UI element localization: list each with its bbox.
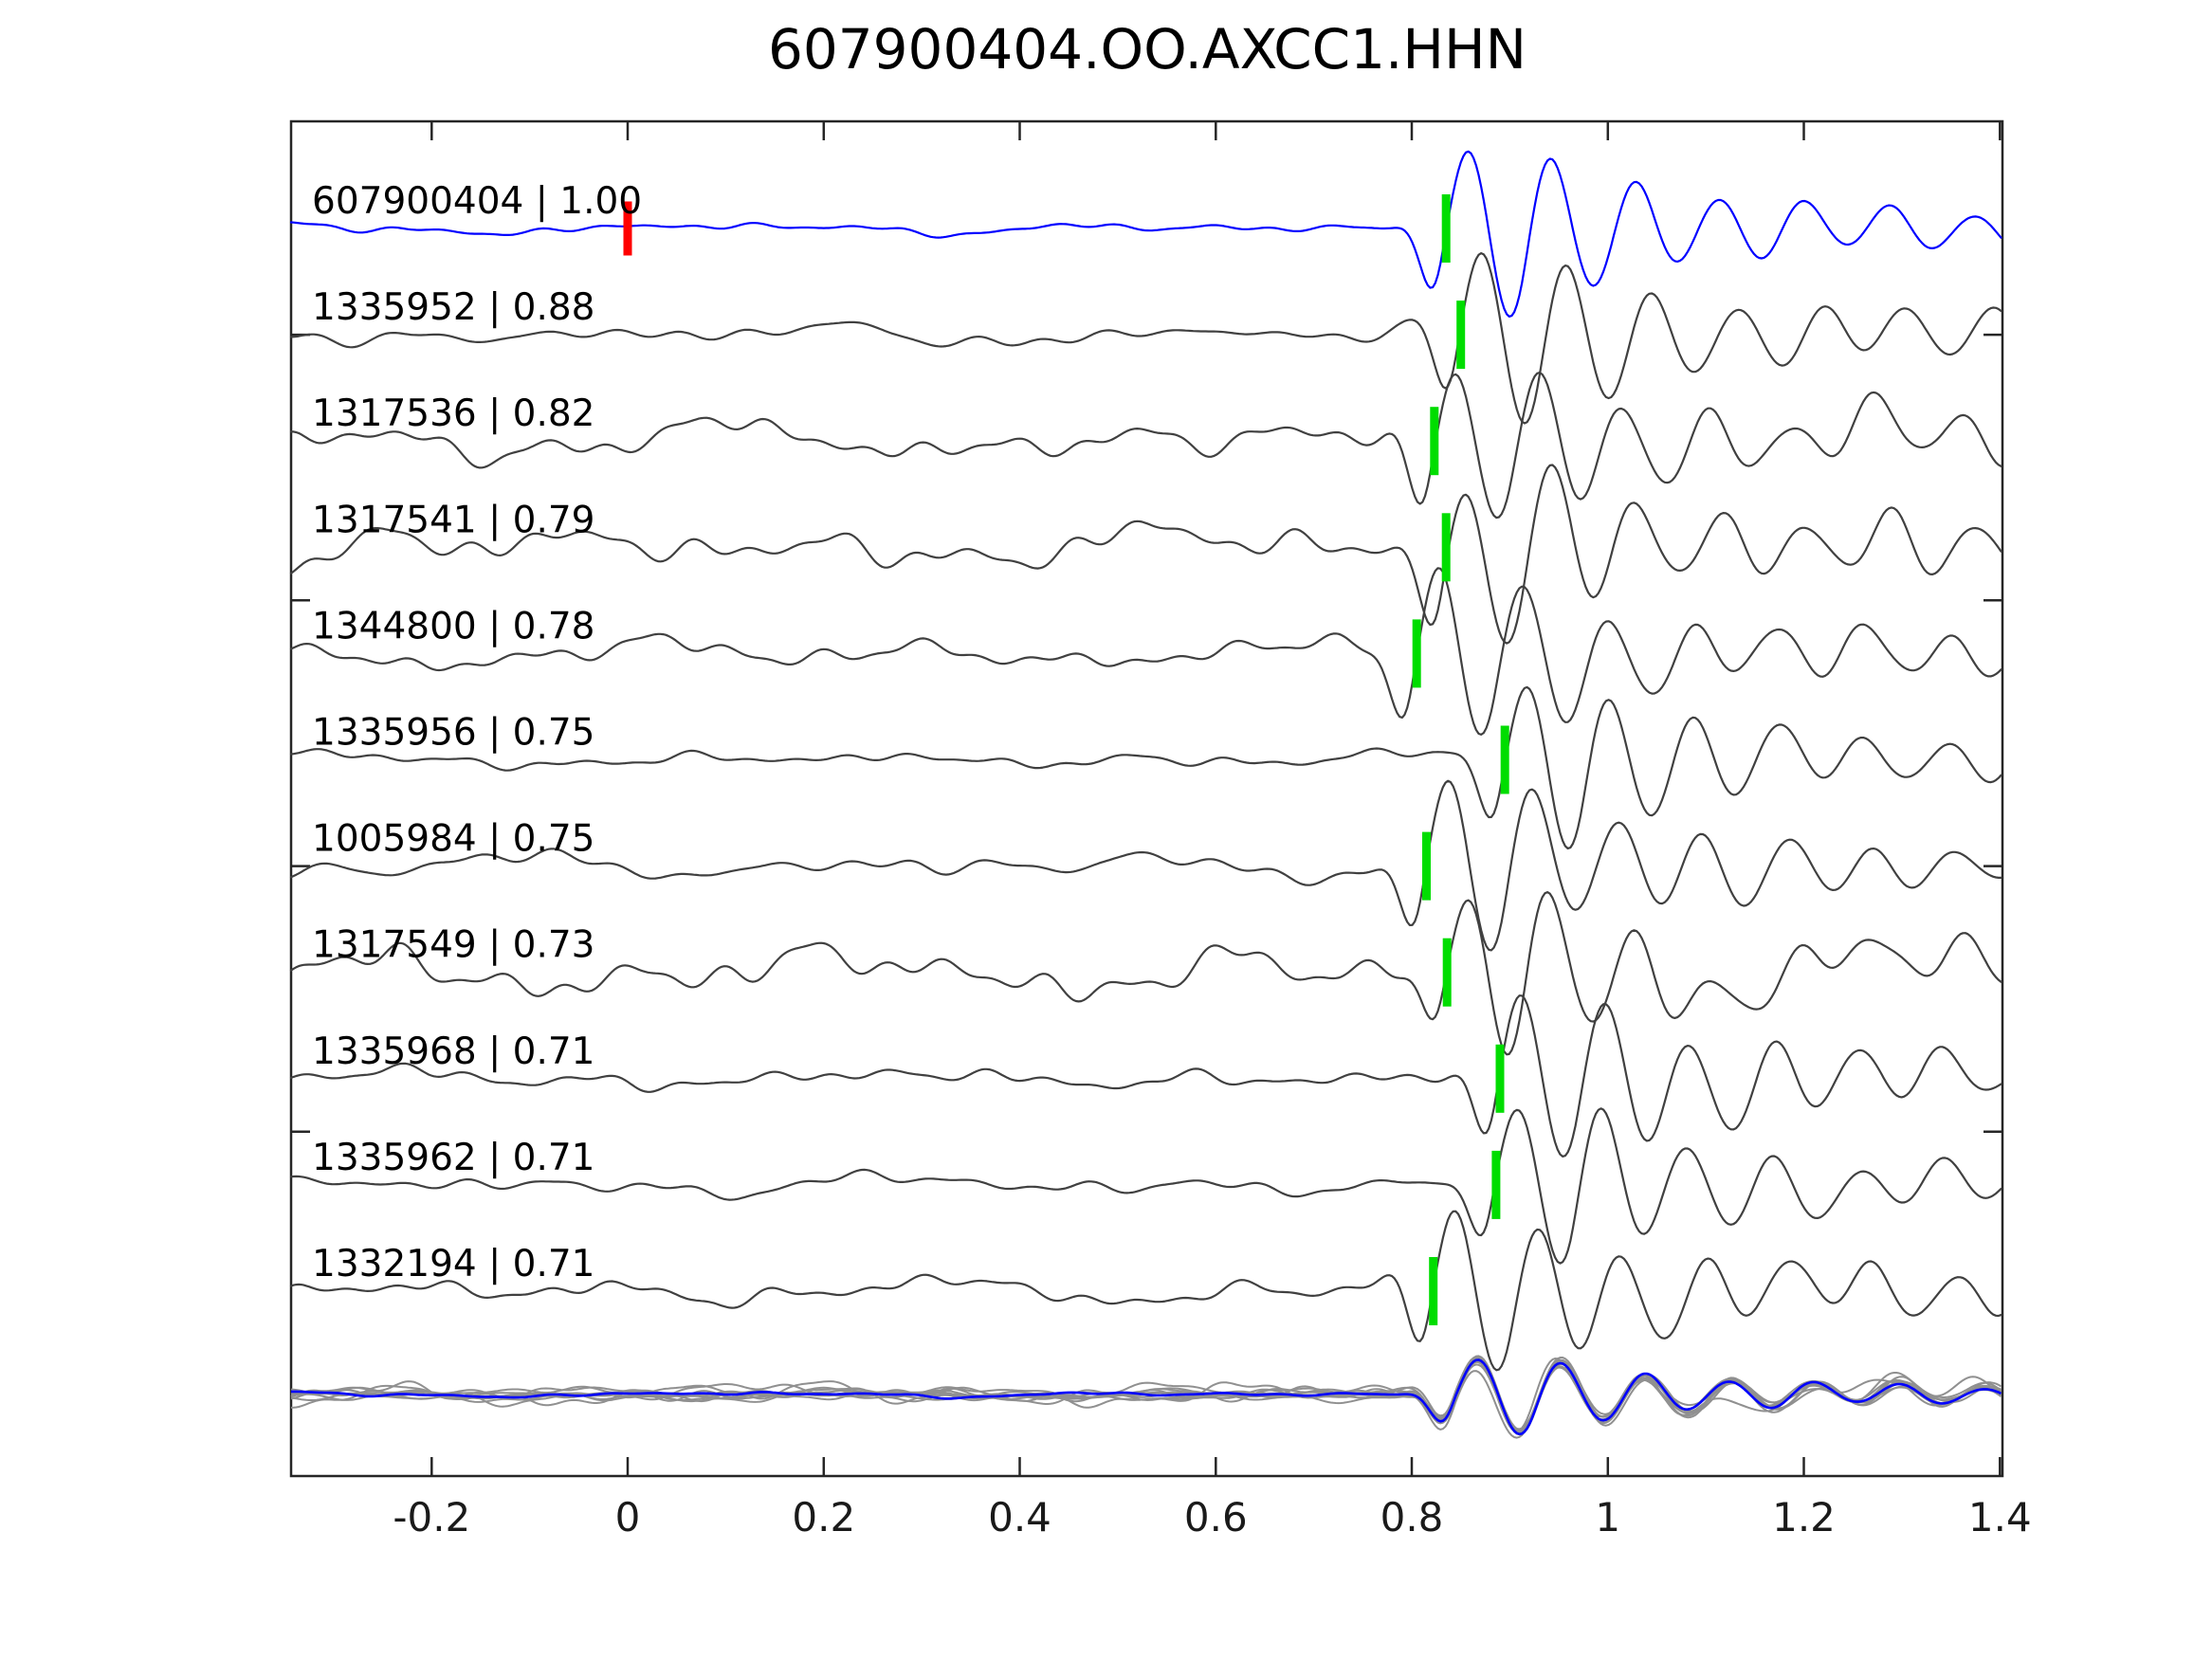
x-axis-tick-label: 1.2 xyxy=(1772,1494,1836,1540)
axes-layer: -0.2 0 0.2 0.4 0.6 0.8 1 1.2 1.4 xyxy=(289,119,2032,1540)
trace-label: 1005984 | 0.75 xyxy=(312,818,594,861)
pick-marker xyxy=(1456,301,1466,370)
x-axis-tick-label: 0.2 xyxy=(792,1494,855,1540)
trace-label-layer: 607900404 | 1.00 1335952 | 0.88 1317536 | … xyxy=(312,180,642,1285)
trace-label: 1317536 | 0.82 xyxy=(312,392,594,435)
trace-label: 1335968 | 0.71 xyxy=(312,1030,594,1073)
matched-waveform-trace xyxy=(289,1210,2002,1372)
x-axis-tick-label: 0.6 xyxy=(1184,1494,1248,1540)
matched-waveform-trace xyxy=(289,252,2002,425)
trace-label: 1335962 | 0.71 xyxy=(312,1137,594,1179)
pick-marker-layer xyxy=(623,194,1509,1325)
plot-title: 607900404.OO.AXCC1.HHN xyxy=(768,17,1526,82)
overlay-stack-trace xyxy=(291,1358,2002,1436)
x-axis-tick-label: -0.2 xyxy=(393,1494,470,1540)
trace-layer xyxy=(289,150,2002,1372)
pick-marker xyxy=(1422,831,1431,901)
trace-label: 1335956 | 0.75 xyxy=(312,712,594,755)
overlay-member-trace xyxy=(290,1358,2002,1431)
trace-label: 1317549 | 0.73 xyxy=(312,924,594,967)
x-axis-tick-label: 0 xyxy=(615,1494,641,1540)
trace-label: 1335952 | 0.88 xyxy=(312,286,594,329)
matched-waveform-trace xyxy=(289,372,2002,520)
x-axis-tick-label: 1.4 xyxy=(1968,1494,2032,1540)
trace-label: 1317541 | 0.79 xyxy=(312,499,594,541)
plot-border xyxy=(289,119,2004,1478)
pick-marker xyxy=(1442,938,1452,1007)
pick-marker xyxy=(1429,1257,1438,1325)
matched-waveform-trace xyxy=(289,779,2002,952)
pick-marker xyxy=(1500,725,1509,794)
matched-waveform-trace xyxy=(289,685,2002,850)
matched-waveform-trace xyxy=(289,1107,2002,1265)
pick-marker xyxy=(1491,1150,1501,1219)
matched-waveform-trace xyxy=(289,994,2002,1158)
trace-label: 1332194 | 0.71 xyxy=(312,1243,594,1285)
x-axis-tick-label: 1 xyxy=(1595,1494,1620,1540)
reference-time-marker xyxy=(623,201,632,256)
overlay-stack-layer xyxy=(290,1355,2002,1439)
x-axis-tick-label: 0.4 xyxy=(988,1494,1051,1540)
pick-marker xyxy=(1441,513,1451,582)
pick-marker xyxy=(1441,194,1451,263)
x-axis-tick-label: 0.8 xyxy=(1380,1494,1444,1540)
pick-marker xyxy=(1495,1044,1505,1113)
template-waveform-trace xyxy=(289,150,2002,318)
pick-marker xyxy=(1412,619,1421,688)
matched-waveform-trace xyxy=(289,891,2002,1056)
pick-marker xyxy=(1430,407,1439,476)
matched-waveform-trace xyxy=(289,464,2002,645)
trace-label: 607900404 | 1.00 xyxy=(312,180,642,223)
trace-label: 1344800 | 0.78 xyxy=(312,605,594,647)
matched-waveform-trace xyxy=(289,567,2002,736)
